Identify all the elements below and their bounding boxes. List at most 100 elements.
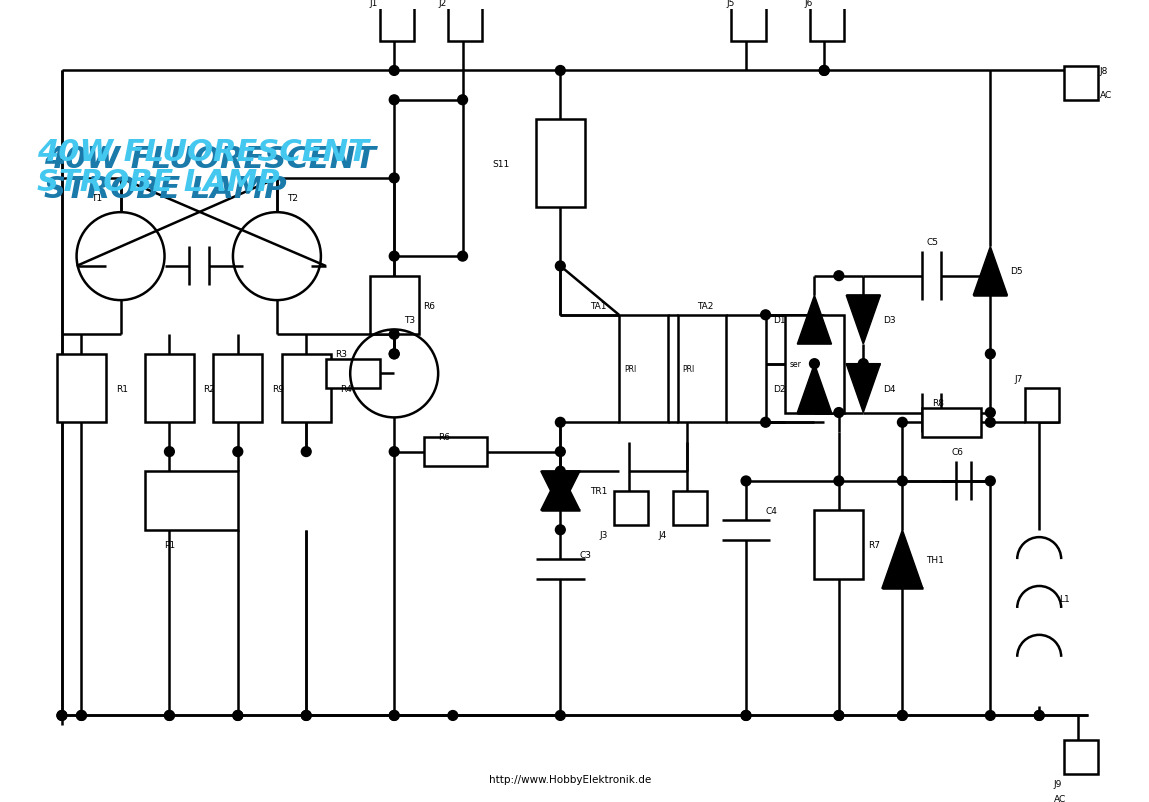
Circle shape [834, 271, 843, 282]
Circle shape [164, 448, 175, 457]
Text: 40W FLUORESCENT
STROBE LAMP: 40W FLUORESCENT STROBE LAMP [45, 144, 376, 204]
Text: R8: R8 [932, 399, 943, 407]
Bar [619, 315, 668, 423]
Bar [672, 491, 707, 525]
Text: J4: J4 [658, 530, 666, 540]
Text: C4: C4 [765, 506, 778, 515]
Circle shape [555, 525, 565, 535]
Circle shape [986, 271, 995, 282]
Bar [145, 472, 238, 530]
Bar [921, 408, 980, 437]
Bar [535, 120, 585, 208]
Text: R1: R1 [116, 384, 128, 393]
Bar [1064, 740, 1097, 774]
Text: J3: J3 [600, 530, 608, 540]
Circle shape [834, 408, 843, 418]
Circle shape [301, 711, 311, 720]
Text: AC: AC [1054, 794, 1066, 802]
Polygon shape [973, 247, 1008, 296]
Polygon shape [881, 530, 923, 589]
Circle shape [555, 467, 565, 476]
Text: J2: J2 [438, 0, 447, 7]
Circle shape [986, 476, 995, 486]
Text: R9: R9 [272, 384, 284, 393]
Text: PRI: PRI [683, 365, 695, 374]
Circle shape [819, 67, 830, 76]
Circle shape [555, 418, 565, 427]
Text: D2: D2 [773, 384, 786, 393]
Circle shape [741, 476, 751, 486]
Circle shape [834, 711, 843, 720]
Text: TA2: TA2 [697, 301, 714, 310]
Text: R6: R6 [438, 433, 450, 442]
Text: TH1: TH1 [926, 555, 943, 564]
Polygon shape [797, 296, 832, 345]
Text: J8: J8 [1100, 67, 1108, 76]
Circle shape [819, 67, 830, 76]
Bar [145, 354, 194, 423]
Circle shape [164, 711, 175, 720]
Text: 40W FLUORESCENT
STROBE LAMP: 40W FLUORESCENT STROBE LAMP [38, 138, 369, 196]
Circle shape [233, 711, 242, 720]
Circle shape [897, 418, 908, 427]
Text: R2: R2 [203, 384, 216, 393]
Text: J9: J9 [1054, 780, 1062, 788]
Text: D4: D4 [884, 384, 896, 393]
Circle shape [986, 418, 995, 427]
Circle shape [390, 330, 399, 340]
Polygon shape [797, 364, 832, 413]
Circle shape [390, 711, 399, 720]
Circle shape [390, 350, 399, 359]
Text: ser: ser [791, 359, 802, 369]
Text: J1: J1 [370, 0, 378, 7]
Bar [379, 8, 414, 42]
Bar [282, 354, 331, 423]
Circle shape [457, 252, 468, 261]
Polygon shape [846, 296, 880, 345]
Circle shape [301, 448, 311, 457]
Circle shape [897, 711, 908, 720]
Circle shape [164, 711, 175, 720]
Circle shape [555, 261, 565, 271]
Text: R7: R7 [869, 541, 880, 549]
Circle shape [834, 476, 843, 486]
Polygon shape [541, 472, 580, 511]
Circle shape [986, 408, 995, 418]
Bar [810, 8, 843, 42]
Circle shape [1034, 711, 1044, 720]
Circle shape [390, 174, 399, 184]
Text: C6: C6 [951, 448, 963, 456]
Circle shape [390, 95, 399, 106]
Text: J5: J5 [726, 0, 735, 7]
Text: D3: D3 [884, 316, 896, 325]
Bar [424, 437, 487, 467]
Circle shape [834, 711, 843, 720]
Circle shape [555, 448, 565, 457]
Text: TR1: TR1 [589, 487, 607, 496]
Bar [57, 354, 106, 423]
Text: L1: L1 [1058, 594, 1070, 603]
Text: R6: R6 [424, 301, 435, 310]
Text: PRI: PRI [624, 365, 637, 374]
Text: R4: R4 [340, 384, 353, 393]
Circle shape [77, 711, 86, 720]
Bar [1025, 389, 1058, 423]
Circle shape [858, 359, 869, 369]
Bar [815, 511, 863, 579]
Circle shape [741, 711, 751, 720]
Circle shape [761, 418, 771, 427]
Circle shape [77, 711, 86, 720]
Bar [448, 8, 483, 42]
Circle shape [897, 711, 908, 720]
Circle shape [233, 448, 242, 457]
Circle shape [986, 711, 995, 720]
Text: P1: P1 [164, 541, 176, 549]
Text: D1: D1 [773, 316, 786, 325]
Circle shape [301, 711, 311, 720]
Text: T1: T1 [91, 194, 102, 203]
Circle shape [233, 711, 242, 720]
Text: S11: S11 [492, 160, 509, 168]
Text: C3: C3 [580, 550, 592, 559]
Bar [614, 491, 648, 525]
Bar [1064, 67, 1097, 101]
